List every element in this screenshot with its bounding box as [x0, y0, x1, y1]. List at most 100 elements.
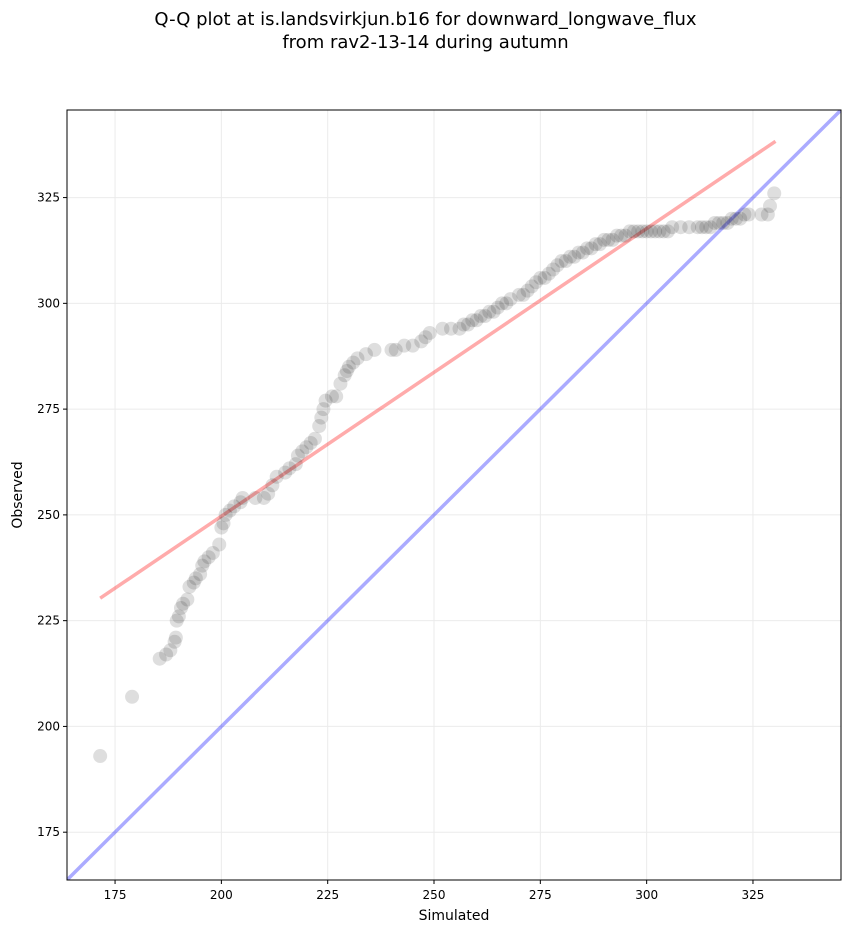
data-point — [290, 448, 305, 463]
data-point — [350, 351, 365, 366]
data-points — [93, 186, 782, 764]
data-point — [414, 334, 429, 349]
data-point — [324, 389, 339, 404]
plot-frame — [66, 109, 842, 881]
data-point — [167, 634, 182, 649]
data-point — [282, 461, 297, 476]
data-point — [682, 220, 697, 235]
fit-line — [99, 139, 777, 600]
y-tick-label: 300 — [37, 296, 60, 310]
data-point — [716, 215, 731, 230]
data-point — [452, 321, 467, 336]
data-point — [571, 245, 586, 260]
data-point — [214, 520, 229, 535]
data-point — [741, 207, 756, 222]
data-point — [584, 241, 599, 256]
data-point — [418, 330, 433, 345]
data-point — [265, 478, 280, 493]
data-point — [358, 347, 373, 362]
data-point — [288, 457, 303, 472]
data-point — [176, 596, 191, 611]
data-point — [295, 444, 310, 459]
data-point — [233, 495, 248, 510]
data-point — [699, 220, 714, 235]
data-point — [724, 211, 739, 226]
data-point — [601, 232, 616, 247]
data-point — [333, 376, 348, 391]
data-point — [673, 220, 688, 235]
data-point — [614, 228, 629, 243]
data-point — [626, 224, 641, 239]
data-point — [754, 207, 769, 222]
data-point — [529, 275, 544, 290]
data-point — [197, 554, 212, 569]
x-axis-label: Simulated — [419, 908, 490, 924]
data-point — [405, 338, 420, 353]
data-point — [580, 241, 595, 256]
data-point — [652, 224, 667, 239]
data-point — [465, 313, 480, 328]
data-point — [163, 643, 178, 658]
data-point — [182, 579, 197, 594]
data-point — [461, 317, 476, 332]
data-point — [495, 296, 510, 311]
data-point — [212, 537, 227, 552]
x-tick-label: 250 — [423, 888, 446, 902]
data-point — [469, 313, 484, 328]
data-point — [171, 609, 186, 624]
y-tick-label: 225 — [37, 614, 60, 628]
data-point — [767, 186, 782, 201]
data-point — [656, 224, 671, 239]
ticks: 175 200 225 250 275 300 325 175 200 225 250 275 300 3… — [37, 191, 764, 902]
y-tick-label: 175 — [37, 825, 60, 839]
data-point — [278, 465, 293, 480]
data-point — [93, 749, 108, 764]
data-point — [618, 228, 633, 243]
data-point — [588, 237, 603, 252]
data-point — [490, 300, 505, 315]
data-point — [227, 499, 242, 514]
data-point — [235, 490, 250, 505]
data-point — [193, 567, 208, 582]
data-point — [605, 232, 620, 247]
data-point — [660, 224, 675, 239]
x-tick-label: 275 — [529, 888, 552, 902]
x-tick-label: 175 — [104, 888, 127, 902]
y-tick-label: 325 — [37, 191, 60, 205]
data-point — [473, 309, 488, 324]
data-point — [169, 613, 184, 628]
data-point — [384, 342, 399, 357]
data-point — [592, 237, 607, 252]
data-point — [195, 558, 210, 573]
data-point — [537, 270, 552, 285]
data-point — [307, 431, 322, 446]
data-point — [524, 279, 539, 294]
data-point — [316, 402, 331, 417]
x-tick-label: 200 — [210, 888, 233, 902]
data-point — [720, 215, 735, 230]
data-point — [256, 490, 271, 505]
data-point — [567, 249, 582, 264]
data-point — [550, 258, 565, 273]
y-axis-label: Observed — [10, 461, 26, 528]
data-point — [318, 393, 333, 408]
data-point — [648, 224, 663, 239]
data-point — [188, 571, 203, 586]
data-point — [422, 325, 437, 340]
data-point — [609, 228, 624, 243]
data-point — [180, 592, 195, 607]
x-tick-label: 225 — [316, 888, 339, 902]
data-point — [312, 419, 327, 434]
data-point — [201, 550, 216, 565]
data-point — [222, 503, 237, 518]
data-point — [444, 321, 459, 336]
data-point — [703, 220, 718, 235]
chart-title-line-1: Q-Q plot at is.landsvirkjun.b16 for down… — [154, 9, 697, 30]
data-point — [486, 304, 501, 319]
data-point — [690, 220, 705, 235]
data-point — [388, 342, 403, 357]
data-point — [339, 364, 354, 379]
data-point — [512, 287, 527, 302]
data-point — [631, 224, 646, 239]
data-point — [397, 338, 412, 353]
